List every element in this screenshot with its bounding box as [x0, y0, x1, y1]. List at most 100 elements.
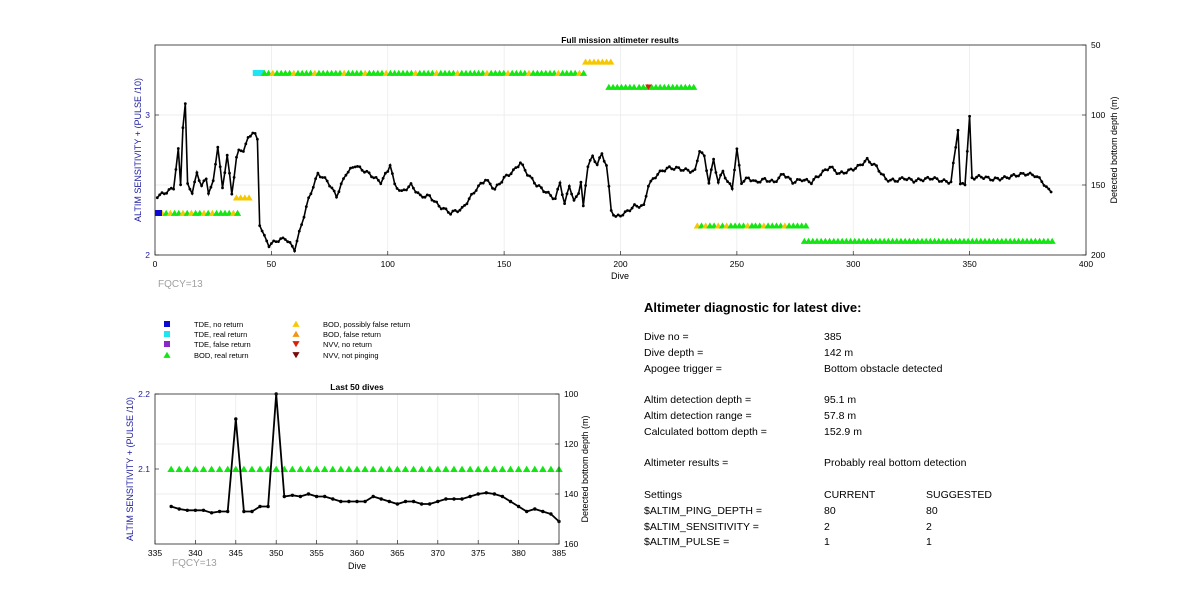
bod-marker [361, 465, 369, 473]
small-xtick-label: 370 [431, 548, 445, 558]
main-depth-point [530, 176, 534, 180]
main-depth-point [914, 179, 918, 183]
setting-suggested: 2 [926, 520, 932, 533]
main-depth-point [791, 182, 795, 185]
diagnostic-label: Apogee trigger = [644, 362, 722, 375]
small-depth-point [452, 497, 456, 501]
main-depth-point [675, 165, 678, 169]
main-depth-point [188, 187, 192, 191]
main-depth-point [235, 155, 238, 159]
main-depth-point [398, 189, 401, 192]
main-depth-point [789, 177, 792, 181]
main-depth-point [819, 173, 823, 177]
main-depth-point [758, 180, 762, 184]
main-depth-point [786, 175, 790, 179]
small-depth-point [169, 504, 173, 509]
small-xtick-label: 350 [269, 548, 283, 558]
legend-triangle-marker [292, 320, 300, 327]
main-depth-point [1035, 175, 1039, 179]
main-depth-point [498, 182, 501, 186]
main-depth-point [661, 169, 664, 173]
legend-label: NVV, no return [323, 340, 372, 349]
main-depth-point [370, 175, 373, 179]
main-depth-point [412, 186, 415, 190]
main-depth-point [803, 178, 806, 182]
main-depth-point [423, 195, 427, 199]
legend-label: TDE, no return [194, 320, 243, 329]
main-depth-point [688, 171, 692, 174]
bod-marker [506, 465, 515, 473]
small-depth-point [549, 512, 553, 516]
diagnostic-value: 57.8 m [824, 409, 857, 422]
main-depth-point [542, 190, 546, 194]
main-depth-point [637, 206, 641, 209]
main-depth-point [519, 161, 522, 165]
main-depth-point [321, 176, 324, 179]
main-depth-point [367, 171, 371, 175]
main-depth-point [886, 179, 890, 183]
legend-label: TDE, false return [194, 340, 251, 349]
main-depth-point [307, 196, 310, 200]
bod-marker [248, 465, 256, 473]
small-depth-point [525, 509, 529, 514]
main-depth-point [409, 182, 413, 185]
setting-name: $ALTIM_PULSE = [644, 536, 730, 549]
bod-marker [328, 465, 337, 473]
small-depth-point [379, 497, 383, 501]
small-xtick-label: 355 [310, 548, 324, 558]
main-depth-point [742, 179, 746, 183]
bod-marker [417, 465, 426, 473]
main-depth-point [726, 180, 729, 184]
main-depth-point [430, 198, 434, 202]
main-depth-series [155, 102, 1053, 254]
main-depth-point [951, 161, 955, 165]
main-depth-point [926, 175, 930, 179]
main-depth-point [279, 237, 283, 241]
main-depth-point [670, 167, 674, 171]
main-depth-point [924, 177, 927, 180]
bod-marker [579, 69, 588, 76]
small-xtick-label: 365 [390, 548, 404, 558]
main-depth-point [572, 198, 576, 202]
bod-marker [345, 465, 353, 473]
main-depth-point [702, 154, 706, 158]
main-xtick-label: 200 [613, 259, 627, 269]
main-depth-point [449, 212, 452, 216]
bod-marker [288, 465, 297, 473]
main-depth-point [311, 185, 315, 189]
small-depth-point [323, 494, 327, 499]
small-depth-point [177, 507, 181, 511]
bod-marker [207, 465, 216, 473]
bod-marker [191, 465, 200, 473]
main-depth-point [297, 229, 301, 233]
tde-marker-band [252, 70, 265, 76]
main-depth-point [456, 210, 459, 214]
main-depth-point [612, 213, 615, 217]
settings-row: $ALTIM_PING_DEPTH = 80 80 [644, 505, 938, 521]
main-depth-point [877, 169, 881, 173]
main-depth-point [735, 147, 739, 151]
main-depth-point [567, 184, 571, 188]
main-depth-point [679, 169, 683, 172]
main-depth-point [416, 191, 420, 195]
main-depth-point [393, 182, 397, 186]
main-depth-point [1042, 184, 1046, 187]
main-depth-point [891, 177, 895, 181]
main-depth-point [204, 177, 208, 181]
main-depth-point [1017, 174, 1020, 178]
main-depth-point [195, 171, 199, 175]
main-depth-point [458, 208, 462, 212]
diagnostic-row: Altim detection depth = 95.1 m [644, 394, 861, 410]
main-depth-point [165, 191, 169, 195]
main-depth-point [835, 172, 839, 176]
small-depth-point [201, 508, 206, 512]
main-depth-point [933, 176, 937, 179]
main-depth-point [961, 181, 964, 185]
main-depth-point [695, 159, 699, 163]
small-ytick-label: 2.2 [138, 389, 150, 399]
main-depth-point [591, 154, 594, 158]
bod-marker [1048, 237, 1056, 244]
main-depth-point [870, 163, 874, 167]
main-depth-point [1033, 175, 1037, 179]
